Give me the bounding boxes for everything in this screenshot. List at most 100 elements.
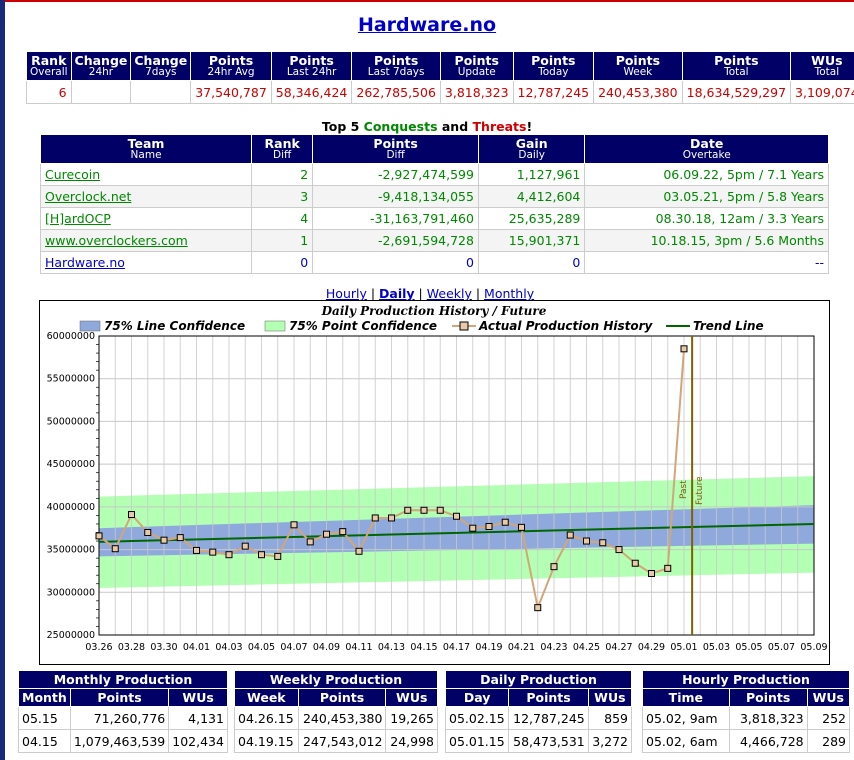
actual-point bbox=[436, 506, 444, 514]
weekly-row: 04.26.15 240,453,380 19,265 bbox=[234, 706, 438, 730]
actual-point bbox=[274, 552, 282, 560]
daily-col-header: WUs bbox=[587, 688, 633, 707]
hourly-cell: 05.02, 9am bbox=[642, 706, 730, 730]
daily-col-header: Points bbox=[508, 688, 589, 707]
monthly-col-header: WUs bbox=[168, 688, 228, 707]
actual-point bbox=[566, 531, 574, 539]
x-tick-label: 04.13 bbox=[378, 642, 405, 653]
legend-point-confidence-swatch bbox=[264, 320, 286, 332]
stats-value: 37,540,787 bbox=[190, 80, 272, 104]
stats-header-label: Points bbox=[714, 53, 759, 68]
conquest-cell: 08.30.18, 12am / 3.3 Years bbox=[584, 207, 829, 230]
x-tick-label: 03.28 bbox=[118, 642, 145, 653]
conquests-header-label: Date bbox=[690, 136, 724, 151]
actual-point bbox=[371, 514, 379, 522]
actual-point bbox=[518, 523, 525, 531]
conquest-cell: -31,163,791,460 bbox=[312, 207, 479, 230]
weekly-cell: 240,453,380 bbox=[297, 706, 387, 730]
weekly-cell: 247,543,012 bbox=[297, 729, 387, 753]
conquest-cell: Overclock.net bbox=[39, 185, 253, 208]
team-link[interactable]: Overclock.net bbox=[45, 189, 132, 204]
hourly-title: Hourly Production bbox=[642, 670, 850, 689]
conquests-header: Gain Daily bbox=[477, 134, 586, 164]
conquest-cell: [H]ardOCP bbox=[39, 207, 253, 230]
conquest-cell: -- bbox=[584, 251, 829, 274]
daily-cell: 05.02.15 bbox=[444, 706, 510, 730]
actual-point bbox=[534, 604, 542, 612]
stats-header-label: Rank bbox=[31, 53, 67, 68]
stats-header-sub: 7days bbox=[145, 66, 177, 78]
conquests-header-sub: Name bbox=[130, 149, 162, 161]
x-tick-label: 04.15 bbox=[410, 642, 437, 653]
team-title-link[interactable]: Hardware.no bbox=[357, 14, 497, 36]
conquest-cell: 2 bbox=[251, 163, 314, 186]
conquest-cell: -9,418,134,055 bbox=[312, 185, 479, 208]
stats-header: Points 24hr Avg bbox=[190, 51, 272, 81]
daily-title: Daily Production bbox=[445, 670, 632, 689]
conquests-header: Rank Diff bbox=[251, 134, 314, 164]
weekly-col-header: Points bbox=[297, 688, 387, 707]
team-link[interactable]: www.overclockers.com bbox=[45, 233, 188, 248]
tab-hourly[interactable]: Hourly bbox=[325, 286, 367, 301]
x-tick-label: 05.03 bbox=[703, 642, 730, 653]
x-tick-label: 04.03 bbox=[215, 642, 242, 653]
monthly-col-header: Month bbox=[18, 688, 71, 707]
actual-point bbox=[290, 521, 298, 529]
conquest-cell: 1,127,961 bbox=[477, 163, 586, 186]
conquest-cell: 0 bbox=[312, 251, 479, 274]
daily-col-header: Day bbox=[444, 688, 510, 707]
stats-header-label: Points bbox=[454, 53, 499, 68]
stats-header-label: Points bbox=[289, 53, 334, 68]
conquests-table: Team Name Rank Diff Points Diff Gain Daily Date O… bbox=[39, 134, 829, 274]
actual-point bbox=[648, 569, 655, 577]
tab-weekly[interactable]: Weekly bbox=[426, 286, 472, 301]
actual-point bbox=[306, 538, 314, 546]
weekly-cell: 04.19.15 bbox=[234, 729, 299, 753]
actual-point bbox=[355, 547, 363, 555]
left-sidebar-edge bbox=[0, 0, 5, 760]
tab-separator: | bbox=[414, 286, 427, 301]
conquest-cell: 0 bbox=[251, 251, 314, 274]
trend-line bbox=[98, 522, 815, 543]
daily-cell: 05.01.15 bbox=[444, 729, 510, 753]
conquests-header-label: Gain bbox=[515, 136, 548, 151]
future-label: Future bbox=[695, 476, 705, 505]
y-tick-label: 30000000 bbox=[47, 587, 95, 598]
monthly-title: Monthly Production bbox=[18, 670, 228, 689]
plot-area-border bbox=[98, 335, 815, 636]
stats-value bbox=[130, 80, 192, 104]
x-tick-label: 04.17 bbox=[443, 642, 470, 653]
conquest-cell: 06.09.22, 5pm / 7.1 Years bbox=[584, 163, 829, 186]
daily-cell: 859 bbox=[587, 706, 633, 730]
stats-value: 262,785,506 bbox=[351, 80, 441, 104]
team-link[interactable]: Curecoin bbox=[45, 167, 101, 182]
actual-point bbox=[128, 511, 135, 519]
stats-header-label: Points bbox=[208, 53, 254, 68]
top5-and: and bbox=[437, 119, 473, 134]
top5-conquests: Conquests bbox=[363, 119, 438, 134]
weekly-col-header: WUs bbox=[385, 688, 438, 707]
team-link[interactable]: [H]ardOCP bbox=[45, 211, 111, 226]
daily-cell: 58,473,531 bbox=[508, 729, 589, 753]
top5-prefix: Top 5 bbox=[321, 119, 364, 134]
stats-header: Points Week bbox=[593, 51, 683, 81]
tab-monthly[interactable]: Monthly bbox=[484, 286, 535, 301]
stats-header: Points Last 24hr bbox=[270, 51, 353, 81]
actual-point bbox=[241, 542, 249, 550]
stats-value: 3,818,323 bbox=[439, 80, 514, 104]
weekly-cell: 19,265 bbox=[385, 706, 438, 730]
stats-header-label: WUs bbox=[811, 53, 843, 68]
weekly-cell: 04.26.15 bbox=[234, 706, 299, 730]
top5-threats: Threats bbox=[472, 119, 527, 134]
conquests-header-label: Points bbox=[373, 136, 418, 151]
conquest-cell: 0 bbox=[477, 251, 586, 274]
actual-point bbox=[209, 548, 217, 556]
team-link[interactable]: Hardware.no bbox=[45, 255, 125, 270]
stats-header-sub: Week bbox=[623, 66, 653, 78]
conquest-cell: 15,901,371 bbox=[477, 229, 586, 252]
hourly-row: 05.02, 6am 4,466,728 289 bbox=[642, 729, 851, 753]
tab-daily[interactable]: Daily bbox=[379, 286, 415, 301]
stats-header-sub: Overall bbox=[30, 66, 68, 78]
x-tick-label: 04.07 bbox=[280, 642, 307, 653]
actual-point bbox=[599, 539, 607, 547]
